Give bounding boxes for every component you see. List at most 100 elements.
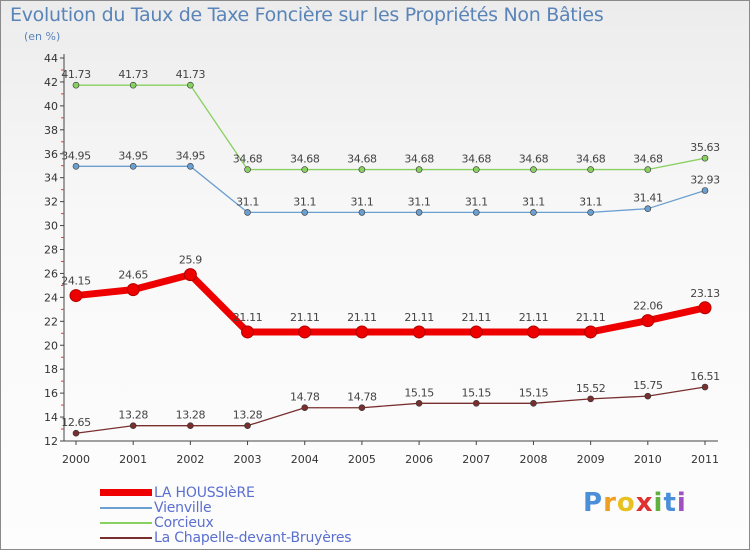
legend-label: La Chapelle-devant-Bruyères xyxy=(154,529,352,546)
data-point xyxy=(415,399,423,407)
data-label: 21.11 xyxy=(462,311,492,324)
data-point xyxy=(241,325,255,339)
data-label: 14.78 xyxy=(347,391,377,404)
legend-swatch xyxy=(100,506,152,509)
legend-swatch xyxy=(100,536,152,539)
legend-swatch xyxy=(100,489,152,496)
data-label: 34.95 xyxy=(176,149,206,162)
data-point xyxy=(644,205,652,212)
data-point xyxy=(701,383,709,391)
x-tick-label: 2010 xyxy=(634,453,662,466)
data-point xyxy=(187,81,194,89)
data-label: 21.11 xyxy=(233,311,263,324)
x-tick-label: 2008 xyxy=(519,453,547,466)
data-point xyxy=(187,163,194,170)
data-label: 31.1 xyxy=(465,195,488,208)
data-point xyxy=(126,283,140,297)
series-line xyxy=(75,165,706,214)
data-label: 41.73 xyxy=(61,68,91,81)
data-point xyxy=(244,166,251,173)
data-point xyxy=(355,325,369,339)
data-label: 41.73 xyxy=(118,68,148,81)
y-tick-label: 30 xyxy=(44,220,58,233)
data-point xyxy=(587,166,594,173)
legend-swatch xyxy=(100,521,152,524)
data-label: 15.15 xyxy=(462,386,492,399)
y-tick-label: 36 xyxy=(44,148,58,161)
data-point xyxy=(587,209,594,216)
y-tick-label: 38 xyxy=(44,124,58,137)
y-tick-label: 12 xyxy=(44,435,58,448)
y-tick-label: 20 xyxy=(44,339,58,352)
data-label: 13.28 xyxy=(233,409,263,422)
data-label: 21.11 xyxy=(519,311,549,324)
data-label: 24.15 xyxy=(61,275,91,288)
data-label: 15.52 xyxy=(576,382,606,395)
y-tick-label: 18 xyxy=(44,363,58,376)
data-point xyxy=(301,404,309,412)
data-point xyxy=(358,404,366,412)
x-tick-label: 2002 xyxy=(176,453,204,466)
legend-label: LA HOUSSIèRE xyxy=(154,484,255,501)
data-point xyxy=(530,209,537,216)
data-label: 31.1 xyxy=(350,195,373,208)
data-label: 34.68 xyxy=(233,153,263,166)
data-point xyxy=(701,187,709,194)
data-point xyxy=(526,325,540,339)
x-tick-label: 2006 xyxy=(405,453,433,466)
data-label: 31.1 xyxy=(408,195,431,208)
data-label: 13.28 xyxy=(118,409,148,422)
legend-item: Vienville xyxy=(100,500,351,516)
data-point xyxy=(72,81,80,89)
data-label: 35.63 xyxy=(690,141,720,154)
x-tick-label: 2005 xyxy=(348,453,376,466)
legend-item: LA HOUSSIèRE xyxy=(100,484,351,501)
data-point xyxy=(358,166,366,173)
legend-item: Corcieux xyxy=(100,514,351,531)
data-label: 21.11 xyxy=(576,311,606,324)
data-label: 34.95 xyxy=(61,149,91,162)
data-point xyxy=(72,163,80,170)
y-tick-label: 22 xyxy=(44,315,58,328)
data-label: 15.15 xyxy=(519,386,549,399)
data-point xyxy=(187,422,194,429)
x-tick-label: 2003 xyxy=(234,453,262,466)
data-point xyxy=(644,166,652,173)
data-point xyxy=(244,209,251,216)
data-label: 12.65 xyxy=(61,416,91,429)
series-line xyxy=(72,271,709,336)
y-tick-label: 32 xyxy=(44,196,58,209)
data-point xyxy=(530,166,537,173)
data-point xyxy=(641,314,655,328)
data-point xyxy=(472,209,480,216)
series-line xyxy=(75,386,706,434)
x-tick-label: 2009 xyxy=(577,453,605,466)
data-point xyxy=(701,154,709,162)
data-label: 32.93 xyxy=(690,173,720,186)
data-label: 34.95 xyxy=(118,149,148,162)
y-tick-label: 28 xyxy=(44,244,58,257)
y-tick-label: 44 xyxy=(44,52,58,65)
data-label: 41.73 xyxy=(176,68,206,81)
data-point xyxy=(530,399,537,407)
data-label: 22.06 xyxy=(633,300,663,313)
data-label: 34.68 xyxy=(576,153,606,166)
data-point xyxy=(301,166,309,173)
data-point xyxy=(69,289,83,303)
data-point xyxy=(584,325,598,339)
y-tick-label: 26 xyxy=(44,267,58,280)
unit-label: (en %) xyxy=(24,30,61,43)
data-point xyxy=(412,325,426,339)
legend-label: Corcieux xyxy=(154,514,214,531)
proxiti-logo: Proxiti xyxy=(583,488,687,518)
data-point xyxy=(298,325,312,339)
data-label: 31.1 xyxy=(522,195,545,208)
y-tick-label: 24 xyxy=(44,291,58,304)
data-label: 31.41 xyxy=(633,192,663,205)
data-label: 21.11 xyxy=(347,311,377,324)
data-label: 25.9 xyxy=(179,254,202,267)
x-tick-label: 2000 xyxy=(62,453,90,466)
data-label: 34.68 xyxy=(462,153,492,166)
data-point xyxy=(415,166,423,173)
